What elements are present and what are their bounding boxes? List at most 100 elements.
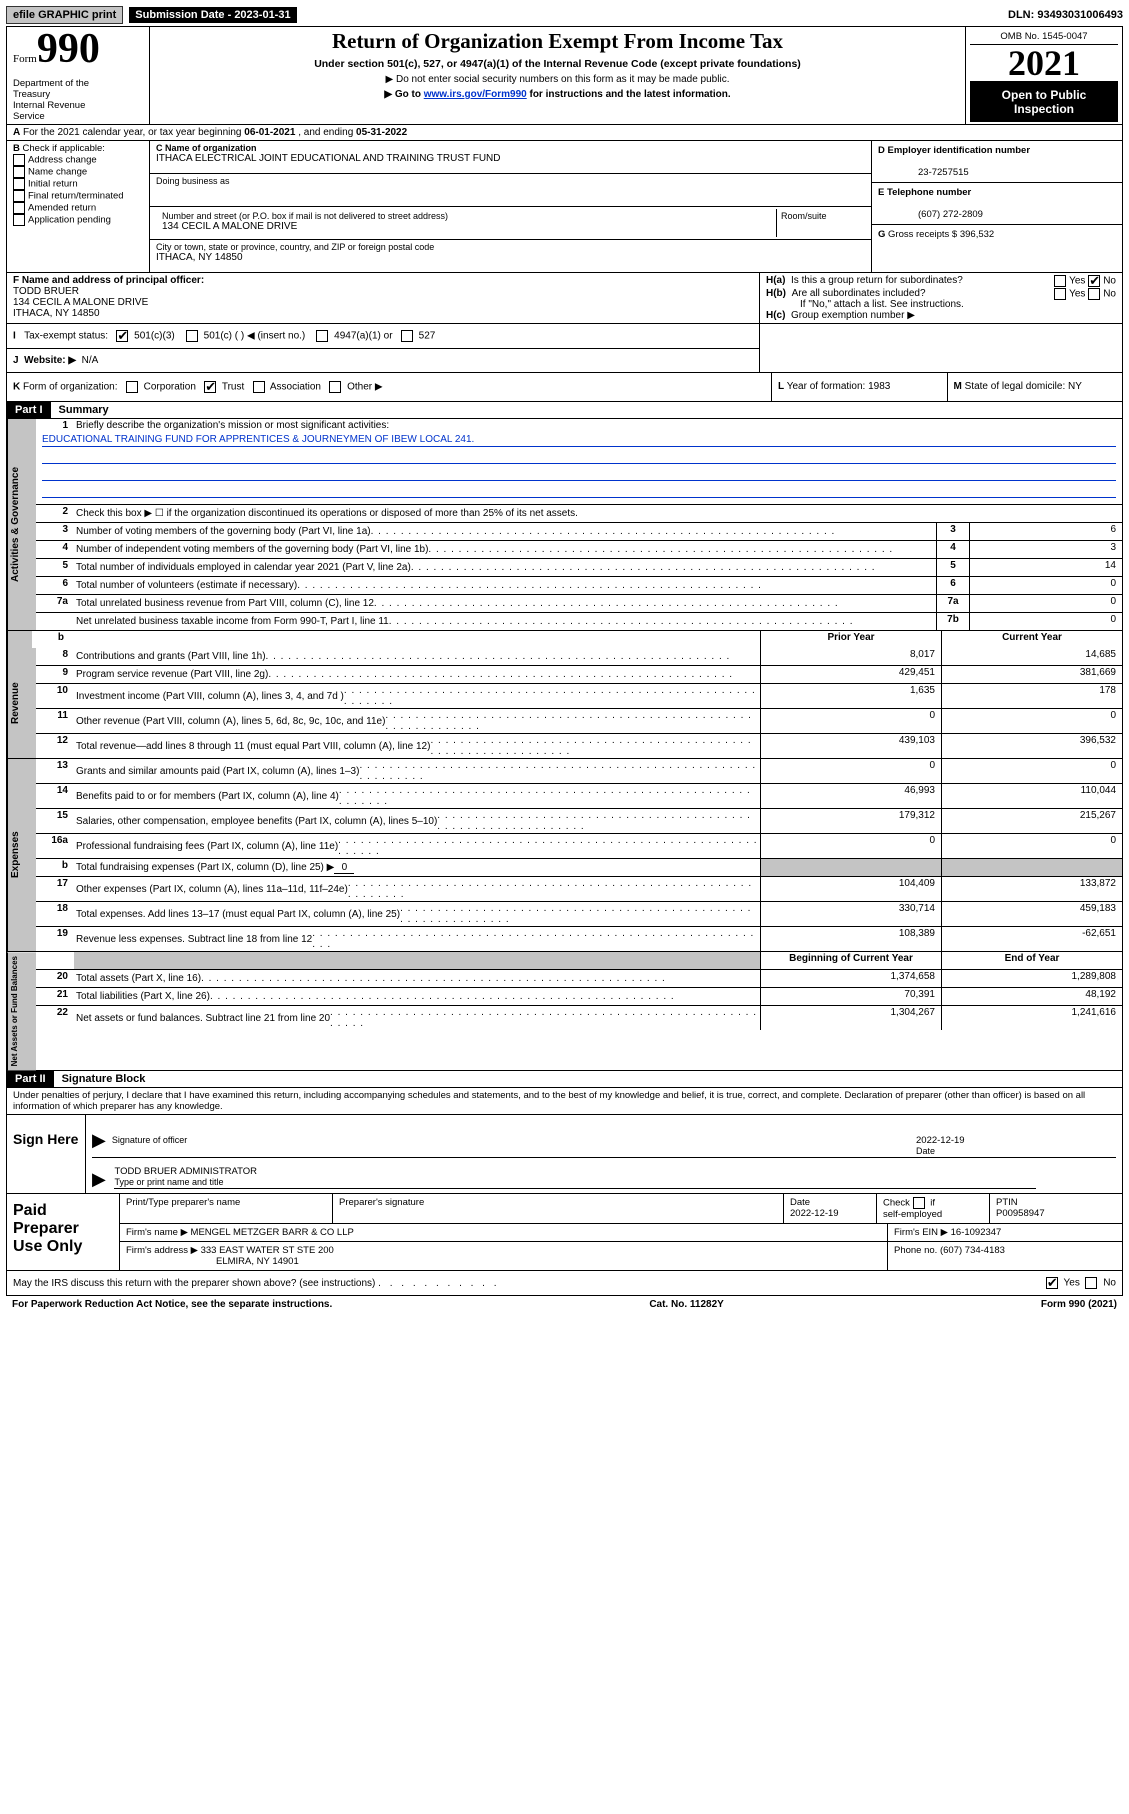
- preparer-name-header: Print/Type preparer's name: [120, 1194, 333, 1223]
- checkbox-corporation[interactable]: [126, 381, 138, 393]
- preparer-signature-header: Preparer's signature: [333, 1194, 784, 1223]
- exp-row-16b: bTotal fundraising expenses (Part IX, co…: [36, 859, 1122, 877]
- firm-ein: Firm's EIN ▶ 16-1092347: [888, 1224, 1122, 1241]
- exp-row-17: 17Other expenses (Part IX, column (A), l…: [36, 877, 1122, 902]
- checkbox-association[interactable]: [253, 381, 265, 393]
- box-b-check-applicable: B Check if applicable: Address change Na…: [7, 141, 150, 272]
- submission-date-label: Submission Date - 2023-01-31: [129, 7, 296, 23]
- line-j-website: J Website: ▶ N/A: [7, 349, 759, 372]
- sign-here-label: Sign Here: [7, 1115, 86, 1193]
- form-subtitle-1: Under section 501(c), 527, or 4947(a)(1)…: [156, 58, 959, 70]
- jurat-statement: Under penalties of perjury, I declare th…: [7, 1088, 1122, 1115]
- gov-row-4: 4Number of independent voting members of…: [36, 541, 1122, 559]
- efile-print-button[interactable]: efile GRAPHIC print: [6, 6, 123, 24]
- checkbox-self-employed[interactable]: [913, 1197, 925, 1209]
- exp-row-16a: 16aProfessional fundraising fees (Part I…: [36, 834, 1122, 859]
- dept-treasury-label: Department of theTreasuryInternal Revenu…: [13, 78, 143, 122]
- signature-arrow-icon: ▶: [92, 1135, 112, 1157]
- discuss-with-preparer: May the IRS discuss this return with the…: [7, 1271, 1122, 1295]
- form-word: Form: [13, 53, 37, 65]
- vtab-expenses: Expenses: [7, 759, 36, 951]
- form-id-footer: Form 990 (2021): [1041, 1299, 1117, 1310]
- hdr-current-year: Current Year: [941, 631, 1122, 648]
- paid-preparer-label: PaidPreparerUse Only: [7, 1194, 120, 1270]
- gov-row-3: 3Number of voting members of the governi…: [36, 523, 1122, 541]
- checkbox-other[interactable]: [329, 381, 341, 393]
- box-m-state: M State of legal domicile: NY: [948, 373, 1123, 401]
- section-net-assets: Net Assets or Fund Balances Beginning of…: [7, 952, 1122, 1071]
- discuss-no[interactable]: [1085, 1277, 1097, 1289]
- checkbox-address-change[interactable]: [13, 154, 25, 166]
- firm-address: Firm's address ▶ 333 EAST WATER ST STE 2…: [120, 1242, 888, 1270]
- officer-name-title: TODD BRUER ADMINISTRATOR: [114, 1166, 257, 1177]
- rev-row-12: 12Total revenue—add lines 8 through 11 (…: [36, 734, 1122, 758]
- form-container: Form990 Department of theTreasuryInterna…: [6, 26, 1123, 1296]
- officer-name-label: Type or print name and title: [114, 1177, 223, 1187]
- paperwork-notice: For Paperwork Reduction Act Notice, see …: [12, 1299, 332, 1310]
- vtab-net-assets: Net Assets or Fund Balances: [7, 952, 36, 1070]
- section-revenue: Revenue 8Contributions and grants (Part …: [7, 648, 1122, 759]
- irs-form990-link[interactable]: www.irs.gov/Form990: [424, 89, 527, 100]
- checkbox-application-pending[interactable]: [13, 214, 25, 226]
- box-h: H(a) Is this a group return for subordin…: [760, 273, 1122, 323]
- checkbox-initial-return[interactable]: [13, 178, 25, 190]
- h-a-yes[interactable]: [1054, 275, 1066, 287]
- form-subtitle-2a: ▶ Do not enter social security numbers o…: [156, 74, 959, 85]
- checkbox-527[interactable]: [401, 330, 413, 342]
- line-1-mission-value: EDUCATIONAL TRAINING FUND FOR APPRENTICE…: [42, 434, 1116, 447]
- h-b-no[interactable]: [1088, 288, 1100, 300]
- checkbox-amended-return[interactable]: [13, 202, 25, 214]
- tax-year: 2021: [970, 45, 1118, 82]
- signature-date: 2022-12-19: [916, 1135, 965, 1146]
- exp-row-15: 15Salaries, other compensation, employee…: [36, 809, 1122, 834]
- open-to-public-badge: Open to Public Inspection: [970, 82, 1118, 122]
- h-a-no[interactable]: [1088, 275, 1100, 287]
- box-c-name: C Name of organization ITHACA ELECTRICAL…: [150, 141, 871, 174]
- h-b-yes[interactable]: [1054, 288, 1066, 300]
- checkbox-name-change[interactable]: [13, 166, 25, 178]
- discuss-yes[interactable]: [1046, 1277, 1058, 1289]
- line-1-mission-label: Briefly describe the organization's miss…: [74, 419, 1122, 432]
- line-i-tax-exempt: I Tax-exempt status: 501(c)(3) 501(c) ( …: [7, 324, 759, 349]
- form-title: Return of Organization Exempt From Incom…: [156, 29, 959, 54]
- identity-block: B Check if applicable: Address change Na…: [7, 141, 1122, 273]
- signature-date-label: Date: [916, 1146, 935, 1156]
- goto-prefix: ▶ Go to: [384, 89, 423, 100]
- box-e-phone: E Telephone number(607) 272-2809: [872, 183, 1122, 225]
- checkbox-501c[interactable]: [186, 330, 198, 342]
- box-c-address: Number and street (or P.O. box if mail i…: [150, 207, 871, 240]
- line-2-discontinued: Check this box ▶ ☐ if the organization d…: [74, 505, 1122, 522]
- gov-row-7b: Net unrelated business taxable income fr…: [36, 613, 1122, 630]
- box-g-gross-receipts: G Gross receipts $ 396,532: [872, 225, 1122, 244]
- hdr-prior-year: Prior Year: [760, 631, 941, 648]
- vtab-governance: Activities & Governance: [7, 419, 36, 630]
- net-row-20: 20Total assets (Part X, line 16)1,374,65…: [36, 970, 1122, 988]
- checkbox-501c3[interactable]: [116, 330, 128, 342]
- exp-row-13: 13Grants and similar amounts paid (Part …: [36, 759, 1122, 784]
- form-header: Form990 Department of theTreasuryInterna…: [7, 27, 1122, 125]
- firm-name: Firm's name ▶ MENGEL METZGER BARR & CO L…: [120, 1224, 888, 1241]
- checkbox-trust[interactable]: [204, 381, 216, 393]
- box-l-year: L Year of formation: 1983: [772, 373, 948, 401]
- exp-row-14: 14Benefits paid to or for members (Part …: [36, 784, 1122, 809]
- exp-row-19: 19Revenue less expenses. Subtract line 1…: [36, 927, 1122, 951]
- checkbox-final-return[interactable]: [13, 190, 25, 202]
- preparer-ptin: PTINP00958947: [990, 1194, 1122, 1223]
- vtab-spacer: [7, 631, 32, 648]
- dln-label: DLN: 93493031006493: [1008, 9, 1123, 21]
- net-header-row: Beginning of Current YearEnd of Year: [36, 952, 1122, 970]
- rev-row-9: 9Program service revenue (Part VIII, lin…: [36, 666, 1122, 684]
- box-d-ein: D Employer identification number23-72575…: [872, 141, 1122, 183]
- box-c-dba: Doing business as: [150, 174, 871, 207]
- rev-row-11: 11Other revenue (Part VIII, column (A), …: [36, 709, 1122, 734]
- section-expenses: Expenses 13Grants and similar amounts pa…: [7, 759, 1122, 952]
- checkbox-4947[interactable]: [316, 330, 328, 342]
- signature-officer-label: Signature of officer: [112, 1135, 187, 1145]
- line-k-form-org: K Form of organization: Corporation Trus…: [7, 373, 772, 401]
- gov-row-5: 5Total number of individuals employed in…: [36, 559, 1122, 577]
- part-2-header: Part IISignature Block: [7, 1071, 1122, 1088]
- firm-phone: Phone no. (607) 734-4183: [888, 1242, 1122, 1270]
- exp-row-18: 18Total expenses. Add lines 13–17 (must …: [36, 902, 1122, 927]
- sign-here-block: Sign Here ▶ Signature of officer 2022-12…: [7, 1115, 1122, 1194]
- net-row-22: 22Net assets or fund balances. Subtract …: [36, 1006, 1122, 1030]
